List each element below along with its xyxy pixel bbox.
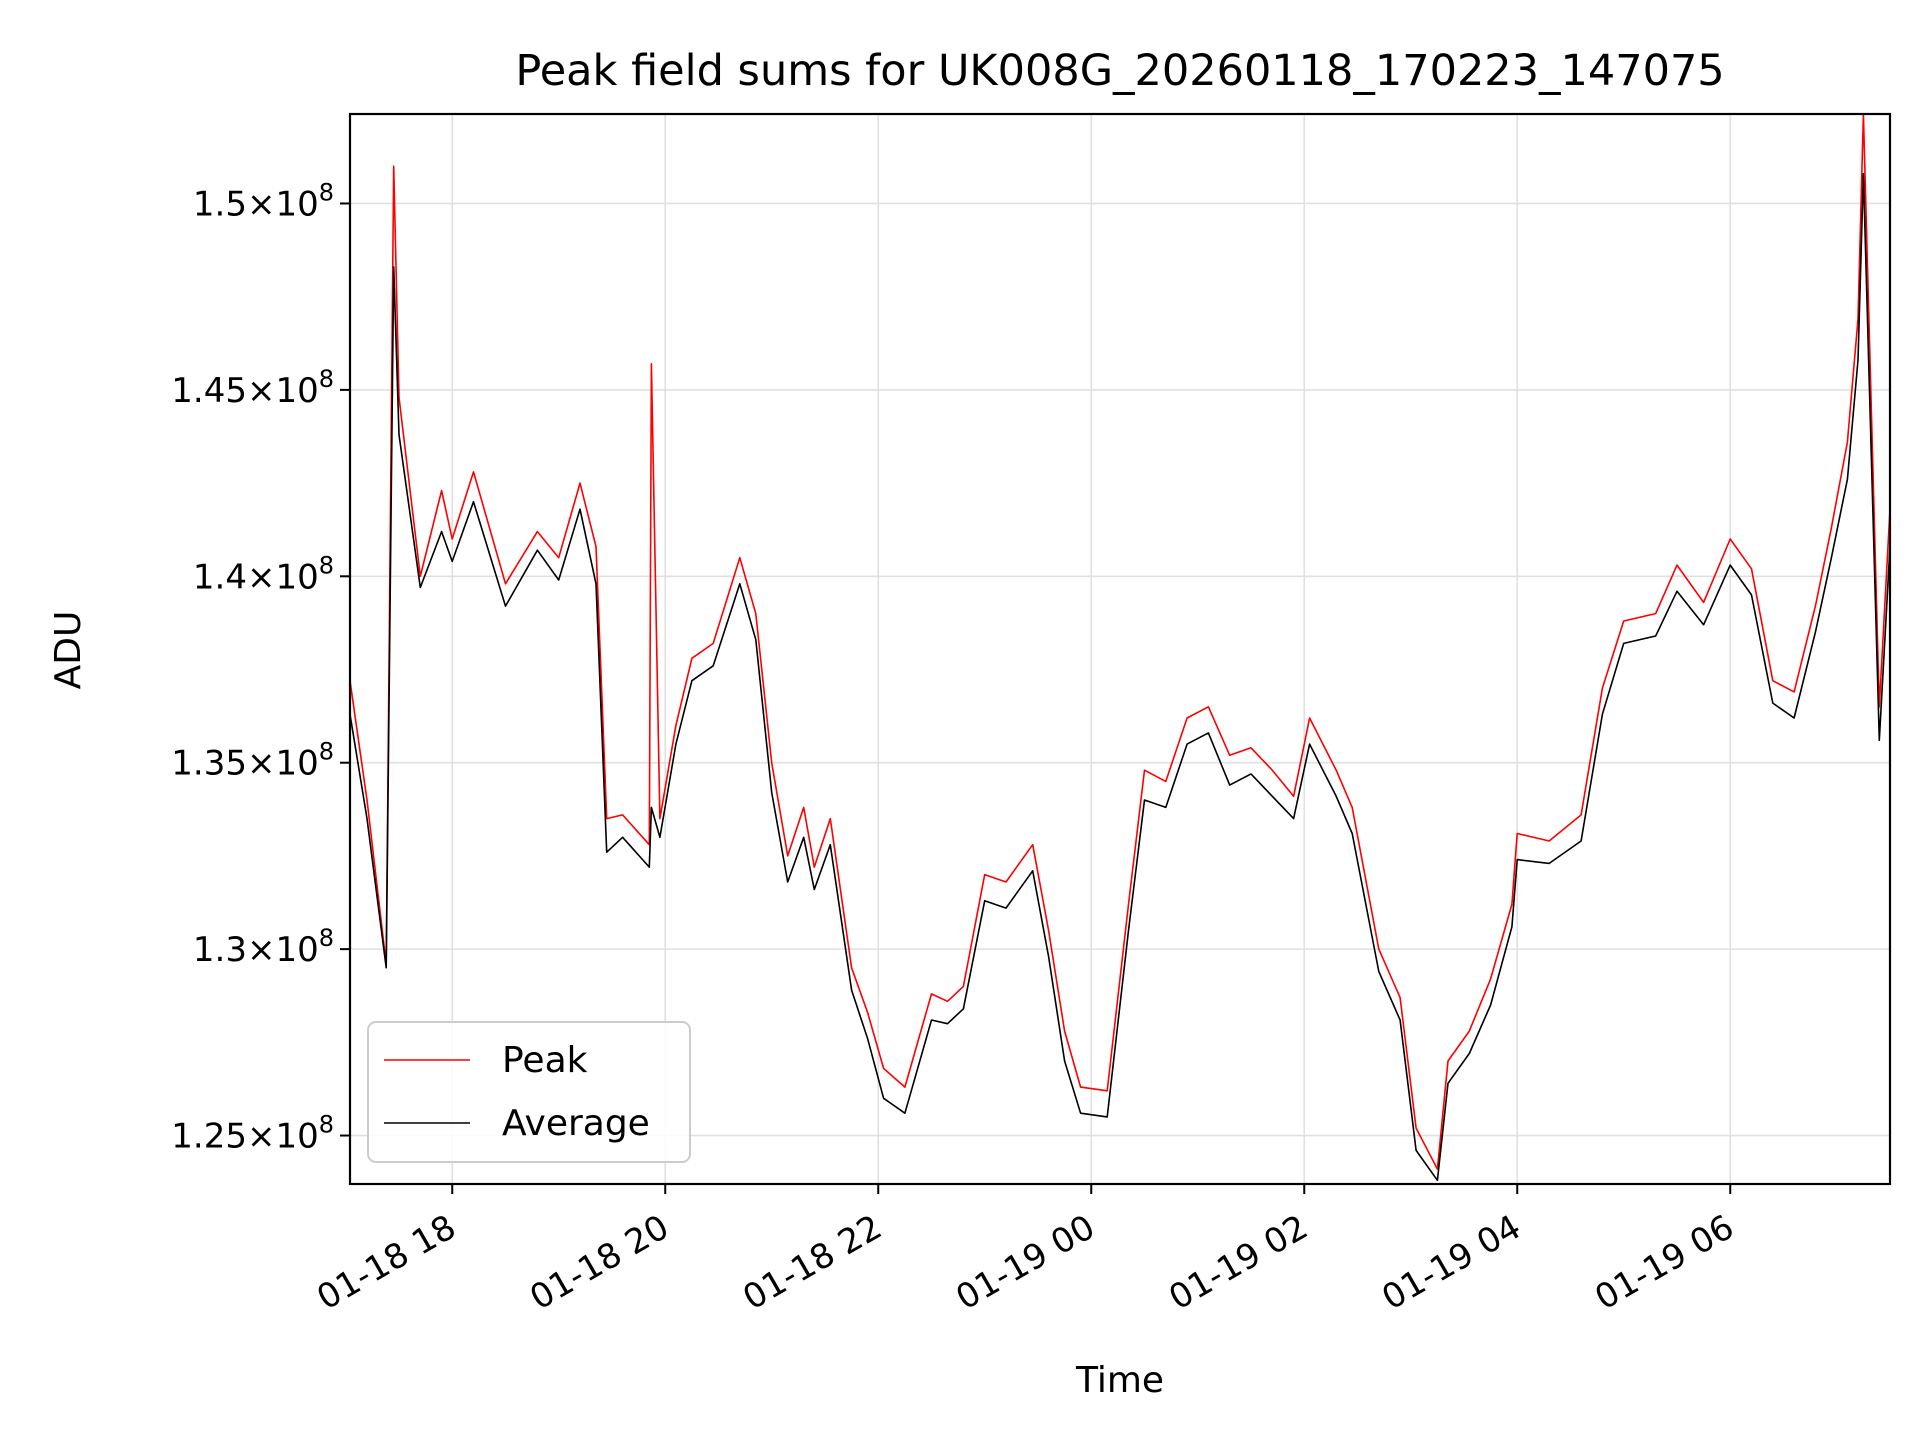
x-tick-label: 01-19 04	[1375, 1207, 1527, 1318]
y-axis-ticks: 1.25×108 1.3×108 1.35×108 1.4×108 1.45×108 1.…	[171, 178, 350, 1157]
y-tick-label: 1.5×108	[193, 178, 334, 224]
x-axis-label: Time	[1075, 1360, 1164, 1401]
y-axis-label: ADU	[48, 611, 89, 690]
y-tick-label: 1.45×108	[171, 365, 334, 411]
series-line-average	[349, 172, 1891, 1182]
legend-label-average: Average	[502, 1103, 650, 1144]
x-tick-label: 01-19 02	[1162, 1207, 1314, 1318]
grid-layer	[350, 114, 1890, 1184]
legend: Peak Average	[367, 1021, 691, 1163]
chart-title: Peak field sums for UK008G_20260118_1702…	[515, 46, 1724, 96]
legend-label-peak: Peak	[502, 1040, 588, 1081]
x-axis-ticks: 01-18 18 01-18 20 01-18 22 01-19 00 01-19 02…	[310, 1184, 1741, 1318]
x-tick-label: 01-18 18	[310, 1207, 462, 1318]
plot-area-frame	[348, 112, 1892, 1186]
y-tick-label: 1.25×108	[171, 1111, 334, 1157]
x-tick-label: 01-19 00	[949, 1207, 1101, 1318]
legend-box	[367, 1021, 691, 1163]
y-tick-label: 1.3×108	[193, 924, 334, 970]
series-line-peak	[349, 113, 1891, 1170]
series-layer	[349, 113, 1891, 1182]
y-tick-label: 1.35×108	[171, 738, 334, 784]
y-tick-label: 1.4×108	[193, 551, 334, 597]
x-tick-label: 01-19 06	[1588, 1207, 1740, 1318]
x-tick-label: 01-18 22	[736, 1207, 888, 1318]
x-tick-label: 01-18 20	[523, 1207, 675, 1318]
